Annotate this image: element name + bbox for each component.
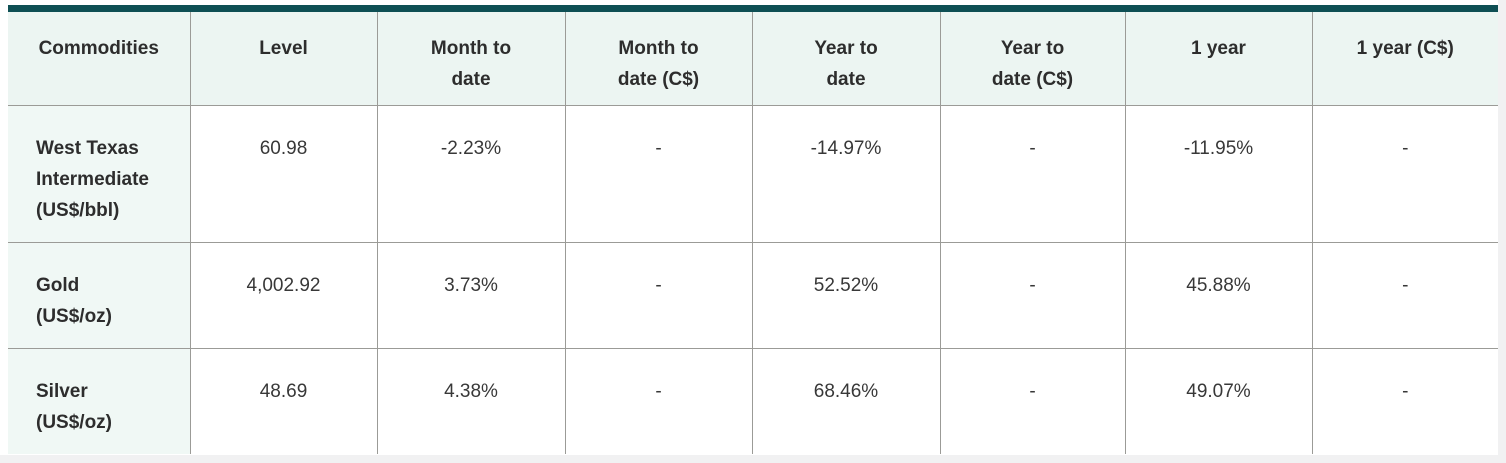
row-label: Silver (US$/oz)	[8, 348, 190, 454]
table-cell: -	[939, 105, 1125, 243]
table-cell: -2.23%	[376, 105, 565, 243]
column-header-level: Level	[189, 8, 377, 106]
table-cell: -	[939, 348, 1125, 454]
table-cell: 68.46%	[751, 348, 940, 454]
table-cell: -	[939, 242, 1125, 349]
column-header-month-to-date: Month to date	[376, 8, 565, 106]
market-data-card: Commodities Level Month to date Month to da…	[0, 0, 1498, 455]
table-cell: -	[1311, 105, 1498, 243]
column-header-commodities: Commodities	[8, 8, 190, 106]
table-row-silver: Silver (US$/oz) 48.69 4.38% -68.46% -49.07% -	[8, 348, 1498, 454]
column-header-year-to-date-c: Year to date (C$)	[939, 8, 1125, 106]
table-row-west-texas: West Texas Intermediate (US$/bbl) 60.98 -2…	[8, 105, 1498, 243]
table-cell: -	[1311, 348, 1498, 454]
table-row-gold: Gold (US$/oz) 4,002.92 3.73% -52.52% -45.88%…	[8, 242, 1498, 349]
commodities-table: Commodities Level Month to date Month to da…	[8, 5, 1498, 454]
table-cell: -	[564, 105, 752, 243]
table-cell: -11.95%	[1124, 105, 1312, 243]
table-cell: -14.97%	[751, 105, 940, 243]
table-body: West Texas Intermediate (US$/bbl) 60.98 -2…	[8, 105, 1498, 454]
header-row: Commodities Level Month to date Month to da…	[8, 8, 1498, 106]
table-header: Commodities Level Month to date Month to da…	[8, 8, 1498, 106]
column-header-month-to-date-c: Month to date (C$)	[564, 8, 752, 106]
table-cell: 45.88%	[1124, 242, 1312, 349]
table-cell: 60.98	[189, 105, 377, 243]
table-cell: 52.52%	[751, 242, 940, 349]
table-cell: 3.73%	[376, 242, 565, 349]
table-cell: 4.38%	[376, 348, 565, 454]
row-label: Gold (US$/oz)	[8, 242, 190, 349]
row-label: West Texas Intermediate (US$/bbl)	[8, 105, 190, 243]
table-cell: 48.69	[189, 348, 377, 454]
column-header-year-to-date: Year to date	[751, 8, 940, 106]
table-cell: 49.07%	[1124, 348, 1312, 454]
table-cell: -	[564, 348, 752, 454]
column-header-1-year-c: 1 year (C$)	[1311, 8, 1498, 106]
table-cell: -	[1311, 242, 1498, 349]
table-cell: 4,002.92	[189, 242, 377, 349]
table-cell: -	[564, 242, 752, 349]
column-header-1-year: 1 year	[1124, 8, 1312, 106]
